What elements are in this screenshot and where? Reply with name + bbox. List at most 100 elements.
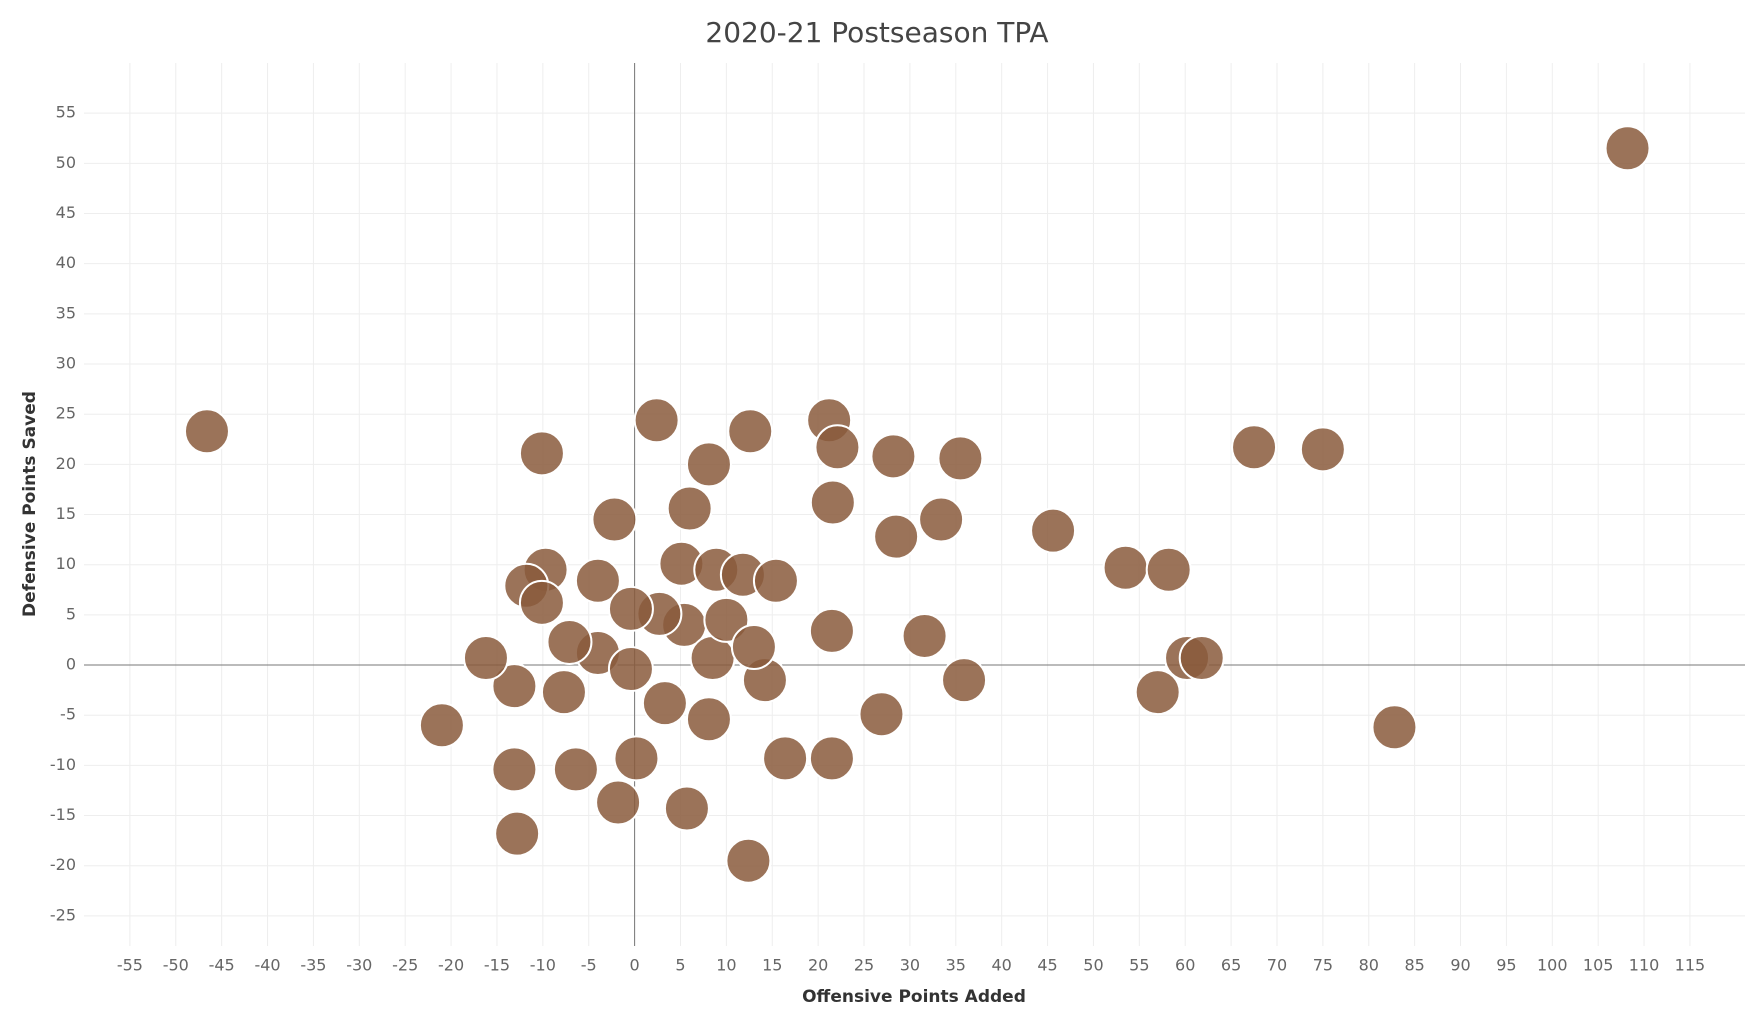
x-tick-label: -5 bbox=[581, 956, 597, 975]
point bbox=[1102, 544, 1149, 591]
x-tick-label: 10 bbox=[716, 956, 736, 975]
point bbox=[633, 397, 680, 444]
x-tick-label: -10 bbox=[530, 956, 556, 975]
point bbox=[641, 680, 688, 727]
point bbox=[814, 424, 861, 471]
x-tick-label: 45 bbox=[1037, 956, 1057, 975]
y-tick-label: 30 bbox=[56, 354, 76, 373]
point bbox=[1299, 426, 1346, 473]
point bbox=[546, 618, 593, 665]
y-tick-label: -5 bbox=[60, 705, 76, 724]
point bbox=[462, 635, 509, 682]
point bbox=[727, 408, 774, 455]
y-axis-title: Defensive Points Saved bbox=[20, 391, 40, 617]
point bbox=[491, 663, 538, 710]
x-tick-label: 55 bbox=[1129, 956, 1149, 975]
x-tick-label: 110 bbox=[1629, 956, 1660, 975]
point bbox=[494, 810, 541, 857]
point bbox=[1178, 635, 1225, 682]
point bbox=[418, 702, 465, 749]
point bbox=[725, 837, 772, 884]
point bbox=[1604, 125, 1651, 172]
point bbox=[1145, 546, 1192, 593]
point bbox=[607, 646, 654, 693]
x-tick-label: 50 bbox=[1083, 956, 1103, 975]
point bbox=[918, 496, 965, 543]
x-tick-label: 15 bbox=[762, 956, 782, 975]
point bbox=[666, 485, 713, 532]
point bbox=[540, 669, 587, 716]
point bbox=[552, 746, 599, 793]
point bbox=[1134, 669, 1181, 716]
point bbox=[941, 657, 988, 704]
x-tick-label: 35 bbox=[946, 956, 966, 975]
y-tick-label: -10 bbox=[50, 755, 76, 774]
x-tick-label: 60 bbox=[1175, 956, 1195, 975]
chart-title: 2020-21 Postseason TPA bbox=[705, 16, 1048, 49]
point bbox=[518, 579, 565, 626]
y-tick-label: 0 bbox=[66, 655, 76, 674]
y-tick-label: -15 bbox=[50, 805, 76, 824]
y-tick-label: 15 bbox=[56, 504, 76, 523]
x-tick-label: 5 bbox=[675, 956, 685, 975]
y-tick-label: 50 bbox=[56, 153, 76, 172]
point bbox=[937, 435, 984, 482]
x-tick-label: -50 bbox=[163, 956, 189, 975]
point bbox=[595, 779, 642, 826]
x-tick-label: 65 bbox=[1221, 956, 1241, 975]
point bbox=[730, 623, 777, 670]
x-tick-label: 80 bbox=[1359, 956, 1379, 975]
point bbox=[873, 513, 920, 560]
x-tick-label: 30 bbox=[900, 956, 920, 975]
x-tick-label: -30 bbox=[346, 956, 372, 975]
x-tick-label: 115 bbox=[1675, 956, 1706, 975]
x-axis-title: Offensive Points Added bbox=[802, 987, 1026, 1007]
point bbox=[491, 746, 538, 793]
point bbox=[808, 607, 855, 654]
point bbox=[518, 430, 565, 477]
point bbox=[685, 696, 732, 743]
y-tick-label: 25 bbox=[56, 404, 76, 423]
point bbox=[752, 557, 799, 604]
point bbox=[703, 596, 750, 643]
y-tick-label: 55 bbox=[56, 103, 76, 122]
x-tick-label: 85 bbox=[1404, 956, 1424, 975]
point bbox=[663, 785, 710, 832]
x-tick-label: 70 bbox=[1267, 956, 1287, 975]
x-tick-label: 90 bbox=[1450, 956, 1470, 975]
point bbox=[1371, 704, 1418, 751]
y-tick-label: 20 bbox=[56, 454, 76, 473]
x-tick-label: 40 bbox=[991, 956, 1011, 975]
point bbox=[591, 496, 638, 543]
point bbox=[901, 612, 948, 659]
x-tick-label: -45 bbox=[209, 956, 235, 975]
y-tick-label: -25 bbox=[50, 905, 76, 924]
x-tick-label: 100 bbox=[1537, 956, 1568, 975]
x-tick-label: -55 bbox=[117, 956, 143, 975]
x-tick-label: -20 bbox=[438, 956, 464, 975]
y-tick-label: 10 bbox=[56, 554, 76, 573]
y-tick-label: -20 bbox=[50, 855, 76, 874]
point bbox=[685, 441, 732, 488]
point bbox=[1231, 424, 1278, 471]
point bbox=[607, 585, 654, 632]
x-tick-label: -15 bbox=[484, 956, 510, 975]
x-tick-label: 20 bbox=[808, 956, 828, 975]
x-tick-label: -35 bbox=[300, 956, 326, 975]
y-tick-label: 45 bbox=[56, 203, 76, 222]
point bbox=[574, 557, 621, 604]
x-tick-label: -40 bbox=[254, 956, 280, 975]
point bbox=[808, 735, 855, 782]
x-tick-label: -25 bbox=[392, 956, 418, 975]
point bbox=[858, 691, 905, 738]
point bbox=[613, 735, 660, 782]
y-tick-label: 5 bbox=[66, 604, 76, 623]
x-tick-label: 95 bbox=[1496, 956, 1516, 975]
y-tick-label: 35 bbox=[56, 303, 76, 322]
point bbox=[809, 479, 856, 526]
x-tick-label: 25 bbox=[854, 956, 874, 975]
x-tick-label: 75 bbox=[1313, 956, 1333, 975]
x-tick-label: 0 bbox=[630, 956, 640, 975]
point bbox=[1030, 507, 1077, 554]
